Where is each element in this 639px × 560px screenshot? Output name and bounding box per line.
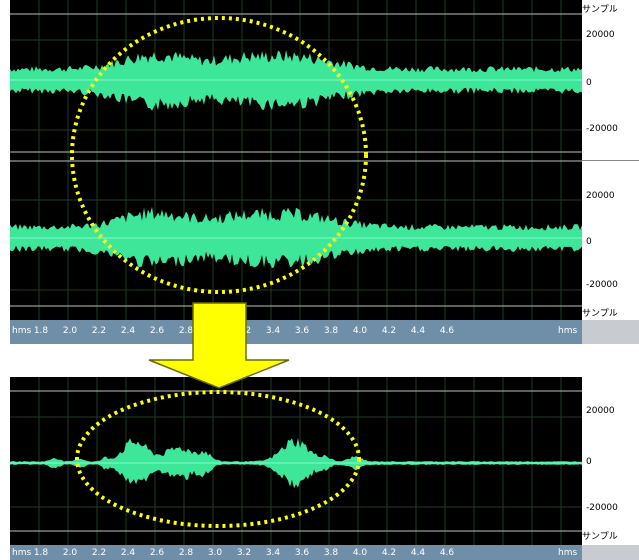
top-time-ruler[interactable]: hms 1.8 2.0 2.2 2.4 2.6 2.8 3.0 3.2 3.4 3.6 3.8 4.0… <box>10 320 582 344</box>
ruler-tick-label: 2.8 <box>178 326 194 336</box>
ruler-tick-label: 3.6 <box>294 326 310 336</box>
ch1-mid-value: 0 <box>586 78 592 88</box>
ruler-tick-label: 2.2 <box>91 548 107 558</box>
ruler-end-label: hms <box>558 326 578 336</box>
ruler-tick-label: 2.4 <box>120 326 136 336</box>
ch2-unit-label: サンプル <box>582 309 618 319</box>
ruler-tick-label: 4.6 <box>439 326 455 336</box>
ruler-end-label: hms <box>558 548 578 558</box>
ruler-tick-label: 4.2 <box>381 326 397 336</box>
ruler-tick-label: 4.0 <box>352 548 368 558</box>
ruler-tick-label: 3.8 <box>323 326 339 336</box>
ruler-tick-label: 2.6 <box>149 326 165 336</box>
ruler-tick-label: 2.0 <box>62 326 78 336</box>
ch2-top-value: 20000 <box>586 191 615 201</box>
ruler-start-label: hms <box>12 326 32 336</box>
ruler-tick-label: 3.8 <box>323 548 339 558</box>
top-amplitude-scale: サンプル 20000 0 -20000 20000 0 -20000 サンプル <box>582 0 639 320</box>
bottom-ruler-corner <box>582 545 639 560</box>
top-waveform-area[interactable] <box>10 0 582 320</box>
top-waveform-canvas[interactable] <box>10 0 582 320</box>
bottom-top-value: 20000 <box>586 406 615 416</box>
ch1-top-value: 20000 <box>586 30 615 40</box>
ruler-tick-label: 3.2 <box>236 326 252 336</box>
ruler-start-label: hms <box>12 548 32 558</box>
ruler-tick-label: 2.0 <box>62 548 78 558</box>
bottom-mid-value: 0 <box>586 457 592 467</box>
ruler-tick-label: 2.2 <box>91 326 107 336</box>
ruler-tick-label: 4.6 <box>439 548 455 558</box>
ch2-bottom-value: -20000 <box>586 280 618 290</box>
ruler-tick-label: 3.0 <box>207 326 223 336</box>
channel-divider <box>582 160 639 161</box>
ruler-tick-label: 3.4 <box>265 326 281 336</box>
ch2-mid-value: 0 <box>586 237 592 247</box>
ruler-tick-label: 4.2 <box>381 548 397 558</box>
ruler-tick-label: 4.0 <box>352 326 368 336</box>
top-ruler-corner <box>582 320 639 344</box>
bottom-waveform-canvas[interactable] <box>10 377 582 545</box>
bottom-unit-label: サンプル <box>582 532 618 542</box>
ruler-tick-label: 1.8 <box>33 326 49 336</box>
ch1-unit-label: サンプル <box>582 5 618 15</box>
bottom-bottom-value: -20000 <box>586 503 618 513</box>
bottom-time-ruler[interactable]: hms 1.8 2.0 2.2 2.4 2.6 2.8 3.0 3.2 3.4 3.6 3.8 4.0… <box>10 545 582 560</box>
bottom-amplitude-scale: 20000 0 -20000 サンプル <box>582 377 639 545</box>
ruler-tick-label: 2.6 <box>149 548 165 558</box>
ruler-tick-label: 4.4 <box>410 548 426 558</box>
ch1-bottom-value: -20000 <box>586 124 618 134</box>
bottom-waveform-area[interactable] <box>10 377 582 545</box>
ruler-tick-label: 3.2 <box>236 548 252 558</box>
ruler-tick-label: 2.4 <box>120 548 136 558</box>
ruler-tick-label: 3.4 <box>265 548 281 558</box>
ruler-tick-label: 3.6 <box>294 548 310 558</box>
ruler-tick-label: 3.0 <box>207 548 223 558</box>
ruler-tick-label: 4.4 <box>410 326 426 336</box>
ruler-tick-label: 1.8 <box>33 548 49 558</box>
ruler-tick-label: 2.8 <box>178 548 194 558</box>
